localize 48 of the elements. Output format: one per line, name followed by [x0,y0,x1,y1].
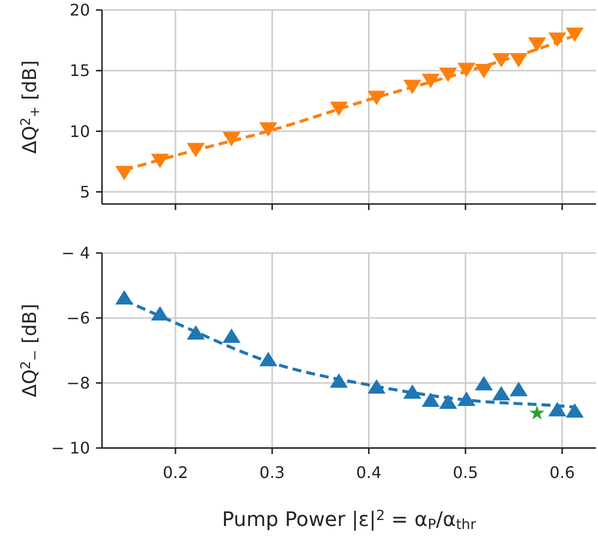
point [368,379,386,394]
point [330,373,348,388]
y-tick-label: − 4 [61,244,90,263]
point [566,403,584,418]
point [474,64,493,78]
point [492,53,510,68]
point [368,90,386,106]
x-axis-title: Pump Power |ε|$^{2}$ = α$_{P}$/α$_{thr}$ [222,507,476,533]
point [474,376,493,390]
point [151,306,170,320]
point [403,80,422,94]
point [422,74,440,88]
point [115,166,134,180]
y-tick-label: 20 [70,0,90,20]
point [528,37,546,52]
point [530,405,545,420]
y-tick-label: − 10 [51,438,90,458]
point [422,392,440,407]
point [403,384,422,399]
point [510,382,528,396]
point [186,142,205,158]
point [115,290,134,305]
point [151,154,170,168]
x-tick-label: 0.2 [162,463,188,482]
point [222,132,241,146]
y-tick-label: −8 [66,374,90,393]
point [222,328,241,343]
point [566,28,584,42]
point [548,32,566,47]
y-tick-label: −6 [66,308,90,328]
point [457,62,476,78]
point [548,402,566,416]
point [259,352,278,366]
y-tick-label: 10 [70,122,90,141]
point [439,68,458,82]
point [330,102,348,116]
point [439,394,458,409]
x-tick-label: 0.6 [549,463,575,482]
point [259,122,278,137]
x-tick-label: 0.4 [356,463,382,482]
x-tick-label: 0.3 [259,463,285,482]
y-tick-label: 15 [70,61,90,80]
y-tick-label: 5 [80,182,90,202]
point [186,325,205,340]
point [492,386,510,400]
point [457,392,476,406]
x-tick-label: 0.5 [452,463,478,482]
point [510,53,528,68]
